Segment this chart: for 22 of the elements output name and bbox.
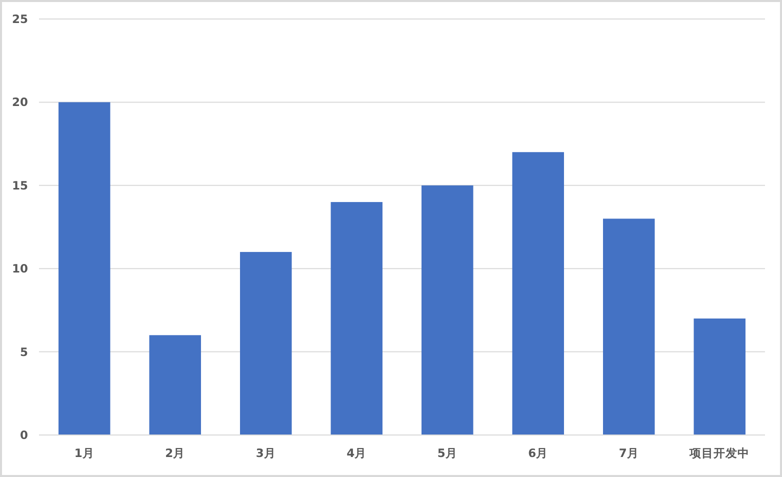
x-tick-label: 4月 bbox=[346, 446, 367, 460]
y-tick-label: 25 bbox=[12, 12, 28, 26]
bar bbox=[149, 335, 201, 435]
y-tick-label: 10 bbox=[12, 262, 28, 276]
bar bbox=[694, 318, 746, 435]
y-tick-label: 20 bbox=[12, 95, 28, 110]
y-tick-label: 15 bbox=[12, 178, 28, 192]
bar bbox=[512, 152, 564, 435]
bar bbox=[58, 102, 110, 435]
bar bbox=[240, 252, 292, 435]
x-tick-label: 2月 bbox=[165, 446, 186, 460]
x-tick-label: 5月 bbox=[437, 446, 458, 460]
x-tick-label: 6月 bbox=[528, 446, 548, 460]
y-tick-label: 5 bbox=[20, 344, 28, 359]
x-tick-label: 1月 bbox=[74, 446, 94, 460]
bar bbox=[330, 202, 382, 435]
x-tick-label: 项目开发中 bbox=[688, 446, 750, 460]
x-tick-label: 3月 bbox=[256, 446, 276, 460]
bar bbox=[603, 218, 655, 435]
x-tick-label: 7月 bbox=[618, 446, 639, 460]
bar bbox=[422, 185, 474, 435]
y-tick-label: 0 bbox=[20, 428, 28, 442]
